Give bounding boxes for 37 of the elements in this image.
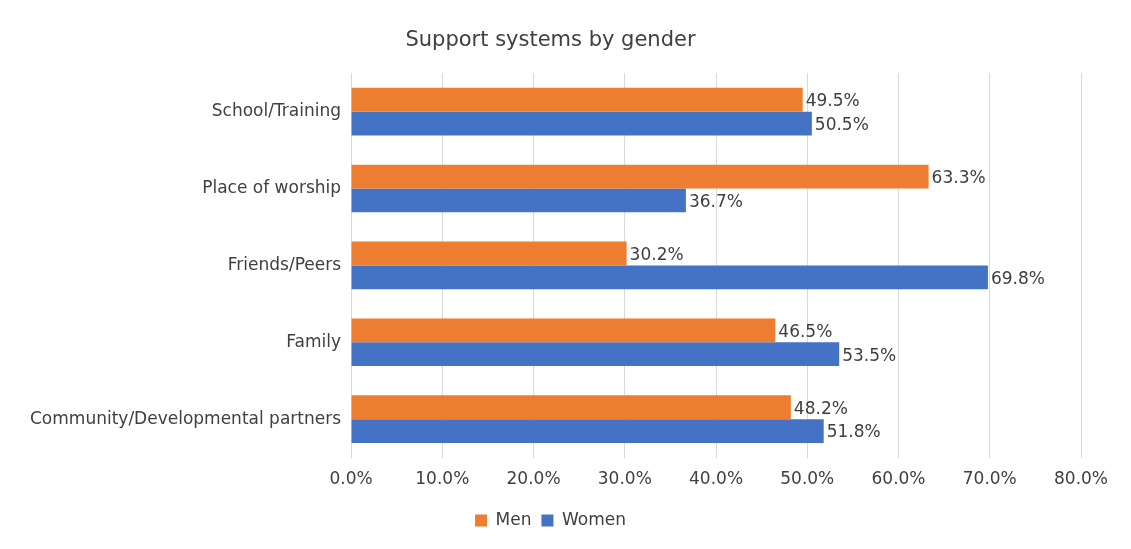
data-label: 53.5% [842, 344, 897, 365]
y-tick-label: Family [286, 330, 342, 351]
x-tick-label: 50.0% [780, 468, 835, 489]
data-label: 63.3% [931, 167, 986, 188]
bar [351, 188, 686, 213]
bar [351, 111, 812, 136]
data-label: 50.5% [814, 113, 869, 134]
x-tick-label: 70.0% [962, 468, 1017, 489]
chart-title: Support systems by gender [405, 27, 696, 52]
data-label: 48.2% [793, 397, 848, 418]
data-label: 51.8% [826, 421, 881, 442]
data-label: 30.2% [629, 243, 684, 264]
x-tick-label: 80.0% [1053, 468, 1109, 489]
legend-label: Women [561, 508, 626, 529]
data-label: 36.7% [688, 190, 743, 211]
legend-label: Men [495, 508, 532, 529]
bar [351, 342, 840, 367]
y-tick-label: School/Training [211, 100, 342, 121]
bar [351, 87, 803, 112]
y-tick-label: Friends/Peers [227, 253, 342, 274]
x-tick-label: 20.0% [506, 468, 561, 489]
bar [351, 318, 776, 343]
bar [351, 395, 791, 420]
y-tick-label: Place of worship [202, 176, 342, 197]
y-tick-label: Community/Developmental partners [30, 407, 342, 428]
data-label: 69.8% [990, 267, 1045, 288]
bar [351, 265, 988, 290]
bar [351, 164, 929, 189]
data-label: 46.5% [778, 320, 833, 341]
data-label: 49.5% [805, 90, 860, 111]
x-tick-label: 30.0% [597, 468, 652, 489]
x-tick-label: 10.0% [415, 468, 470, 489]
x-tick-label: 60.0% [871, 468, 926, 489]
bar [351, 241, 627, 266]
x-tick-label: 40.0% [689, 468, 744, 489]
x-tick-label: 0.0% [329, 468, 373, 489]
bar [351, 419, 824, 443]
